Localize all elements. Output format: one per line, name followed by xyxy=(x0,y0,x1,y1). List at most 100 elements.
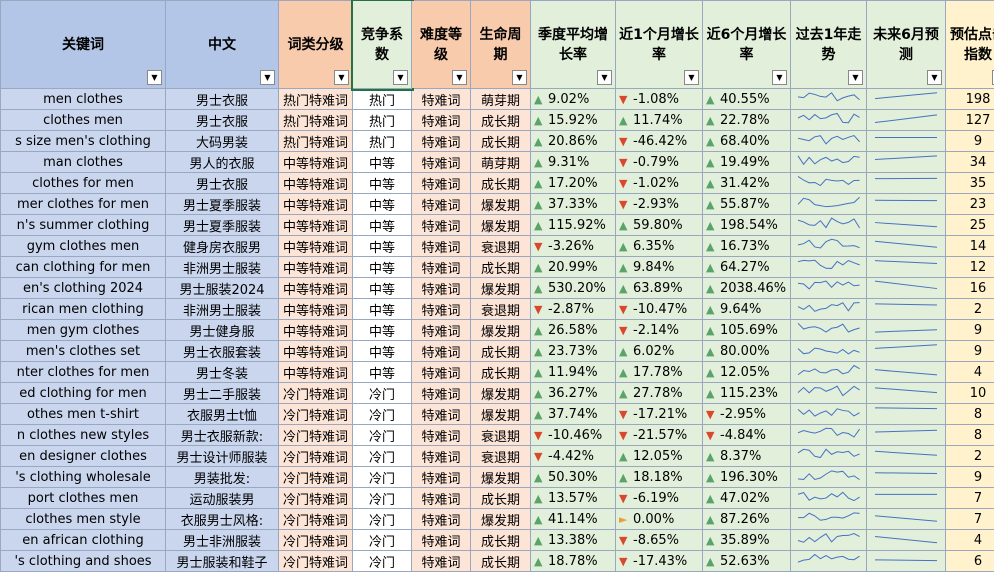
cell: 特难词 xyxy=(412,152,471,173)
cell-text: 冷门特难词 xyxy=(283,430,348,445)
cell: 男士衣服 xyxy=(166,89,279,110)
cell: en designer clothes xyxy=(1,446,166,467)
trend-arrow: ▲ xyxy=(706,198,720,211)
cell: 特难词 xyxy=(412,215,471,236)
cell-text: 衰退期 xyxy=(481,430,520,445)
cell-text: 爆发期 xyxy=(481,199,520,214)
sparkline-path xyxy=(875,115,937,123)
cell: ▲17.78% xyxy=(616,362,703,383)
cell-text: 17.78% xyxy=(633,365,683,380)
cell: 12 xyxy=(946,257,994,278)
cell xyxy=(791,110,867,131)
filter-button[interactable]: ▼ xyxy=(927,70,942,85)
cell: 爆发期 xyxy=(471,383,531,404)
cell-text: -46.42% xyxy=(633,134,687,149)
cell: 特难词 xyxy=(412,383,471,404)
cell-text: 18.78% xyxy=(548,554,598,569)
cell-text: 9.64% xyxy=(720,302,761,317)
cell: 热门 xyxy=(353,131,412,152)
trend-arrow: ▲ xyxy=(534,366,548,379)
cell: ▼-46.42% xyxy=(616,131,703,152)
cell-text: 特难词 xyxy=(421,199,460,214)
filter-button[interactable]: ▼ xyxy=(772,70,787,85)
cell: ▲12.05% xyxy=(703,362,791,383)
cell-text: 冷门特难词 xyxy=(283,409,348,424)
cell: ▲115.23% xyxy=(703,383,791,404)
cell: 中等特难词 xyxy=(279,194,353,215)
filter-button[interactable]: ▼ xyxy=(334,70,349,85)
cell: 34 xyxy=(946,152,994,173)
filter-button[interactable]: ▼ xyxy=(512,70,527,85)
cell xyxy=(791,257,867,278)
cell-text: 衣服男士风格: xyxy=(181,514,263,529)
cell-text: 8 xyxy=(974,407,982,422)
cell: clothes for men xyxy=(1,173,166,194)
cell-text: 中等 xyxy=(369,220,395,235)
cell-text: 特难词 xyxy=(421,94,460,109)
cell: 大码男装 xyxy=(166,131,279,152)
cell-text: 特难词 xyxy=(421,262,460,277)
cell-text: man clothes xyxy=(43,155,123,170)
filter-button[interactable]: ▼ xyxy=(147,70,162,85)
cell-text: 52.63% xyxy=(720,554,770,569)
trend-arrow: ▲ xyxy=(619,114,633,127)
sparkline xyxy=(873,215,939,231)
trend-arrow: ► xyxy=(619,513,633,526)
filter-button[interactable]: ▼ xyxy=(597,70,612,85)
cell: ▲530.20% xyxy=(531,278,616,299)
filter-button[interactable]: ▼ xyxy=(452,70,467,85)
cell: 127 xyxy=(946,110,994,131)
cell-text: 特难词 xyxy=(421,472,460,487)
cell-text: 特难词 xyxy=(421,304,460,319)
cell-text: -10.46% xyxy=(548,428,602,443)
trend-arrow: ▲ xyxy=(706,450,720,463)
cell: 爆发期 xyxy=(471,194,531,215)
trend-arrow: ▲ xyxy=(619,450,633,463)
cell-text: men clothes xyxy=(43,92,123,107)
cell-text: 8.37% xyxy=(720,449,761,464)
filter-button[interactable]: ▼ xyxy=(684,70,699,85)
cell-text: 18.18% xyxy=(633,470,683,485)
cell: 热门 xyxy=(353,89,412,110)
sparkline xyxy=(873,236,939,252)
cell-text: 大码男装 xyxy=(196,136,248,151)
filter-button[interactable]: ▼ xyxy=(393,70,408,85)
sparkline-path xyxy=(798,136,860,144)
sparkline-path xyxy=(798,449,860,457)
cell-text: -1.08% xyxy=(633,92,679,107)
cell-text: 特难词 xyxy=(421,157,460,172)
cell-text: 530.20% xyxy=(548,281,606,296)
cell: 9 xyxy=(946,341,994,362)
cell-text: 热门 xyxy=(369,94,395,109)
cell: 冷门 xyxy=(353,467,412,488)
cell: 35 xyxy=(946,173,994,194)
cell: 成长期 xyxy=(471,110,531,131)
filter-button[interactable]: ▼ xyxy=(260,70,275,85)
cell: 特难词 xyxy=(412,173,471,194)
cell: 特难词 xyxy=(412,278,471,299)
sparkline xyxy=(873,173,939,189)
cell: 's clothing wholesale xyxy=(1,467,166,488)
sparkline xyxy=(796,467,862,483)
cell-text: gym clothes men xyxy=(27,239,140,254)
cell-text: 爆发期 xyxy=(481,283,520,298)
header-row: 关键词▼中文▼词类分级▼竞争系数▼难度等级▼生命周期▼季度平均增长率▼近1个月增… xyxy=(1,1,994,89)
filter-button[interactable]: ▼ xyxy=(848,70,863,85)
trend-arrow: ▲ xyxy=(534,513,548,526)
cell xyxy=(867,89,946,110)
cell-text: 40.55% xyxy=(720,92,770,107)
cell: 成长期 xyxy=(471,341,531,362)
cell: 热门特难词 xyxy=(279,110,353,131)
trend-arrow: ▲ xyxy=(534,219,548,232)
cell: ▲40.55% xyxy=(703,89,791,110)
cell: 爆发期 xyxy=(471,509,531,530)
cell-text: 中等 xyxy=(369,199,395,214)
sparkline xyxy=(873,488,939,504)
cell xyxy=(867,425,946,446)
cell-text: 2038.46% xyxy=(720,281,786,296)
cell-text: 男士衣服新款: xyxy=(181,430,263,445)
cell: en african clothing xyxy=(1,530,166,551)
cell-text: 中等特难词 xyxy=(283,262,348,277)
